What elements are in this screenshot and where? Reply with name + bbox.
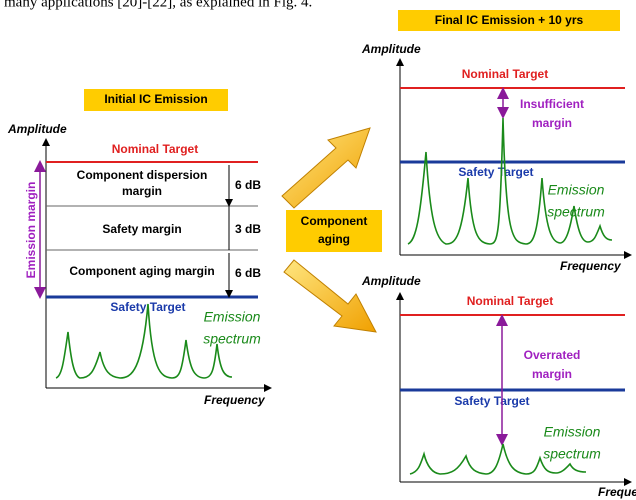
spectrum: Emission xyxy=(544,424,601,440)
spectrum: Emission xyxy=(204,309,261,325)
nominal: Nominal Target xyxy=(467,294,553,308)
safety: Safety Target xyxy=(458,165,533,179)
block-arrow xyxy=(283,259,377,333)
nominal: Nominal Target xyxy=(112,142,198,156)
y-axis: Amplitude xyxy=(7,122,67,136)
y-axis: Amplitude xyxy=(361,274,421,288)
title: Initial IC Emission xyxy=(104,92,207,106)
spectrum: spectrum xyxy=(547,204,605,220)
spectrum-curve xyxy=(55,303,233,379)
band-label: Component dispersion xyxy=(77,168,208,182)
spectrum: spectrum xyxy=(203,331,261,347)
note: Overrated xyxy=(524,348,581,362)
spectrum-curve xyxy=(407,117,613,245)
band-db: 3 dB xyxy=(235,222,261,236)
band-label: Safety margin xyxy=(102,222,181,236)
aging: Component xyxy=(301,214,368,228)
spectrum: Emission xyxy=(548,182,605,198)
x-axis: Frequency xyxy=(560,259,622,273)
band-label: Component aging margin xyxy=(69,264,214,278)
x-axis: Frequency xyxy=(204,393,266,407)
aging: aging xyxy=(318,232,350,246)
note: Insufficient xyxy=(520,97,584,111)
band-db: 6 dB xyxy=(235,266,261,280)
x-axis: Frequency xyxy=(598,485,636,499)
spectrum-curve xyxy=(409,443,587,475)
emission-margin: Emission margin xyxy=(24,182,38,279)
band-db: 6 dB xyxy=(235,178,261,192)
band-label: margin xyxy=(122,184,162,198)
title: Final IC Emission + 10 yrs xyxy=(435,13,584,27)
y-axis: Amplitude xyxy=(361,42,421,56)
aging-box xyxy=(286,210,382,252)
safety: Safety Target xyxy=(454,394,529,408)
nominal: Nominal Target xyxy=(462,67,548,81)
spectrum: spectrum xyxy=(543,446,601,462)
note: margin xyxy=(532,367,572,381)
caption: many applications [20]-[22], as explaine… xyxy=(4,0,312,10)
title-box xyxy=(84,89,228,111)
block-arrow xyxy=(281,127,371,209)
title-box xyxy=(398,10,620,31)
note: margin xyxy=(532,116,572,130)
